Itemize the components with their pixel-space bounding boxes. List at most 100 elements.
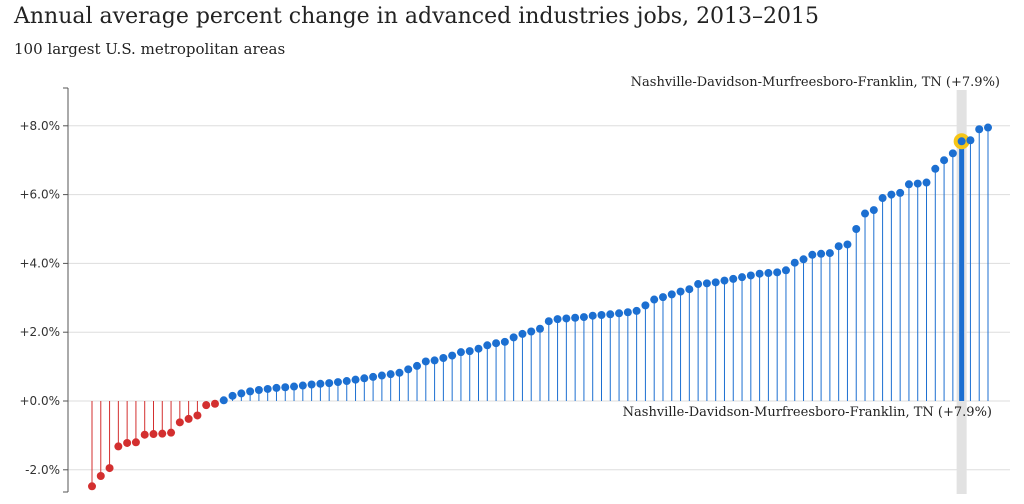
point: [738, 273, 747, 282]
point: [386, 370, 395, 379]
point: [158, 429, 167, 438]
point: [764, 269, 773, 278]
point: [562, 314, 571, 323]
point: [834, 242, 843, 251]
point: [966, 136, 975, 145]
point: [948, 149, 957, 158]
point: [483, 341, 492, 350]
point: [474, 344, 483, 353]
point: [615, 309, 624, 318]
point: [413, 361, 422, 370]
point: [632, 306, 641, 315]
point: [553, 315, 562, 324]
point: [210, 399, 219, 408]
points: [88, 123, 992, 491]
point: [650, 295, 659, 304]
point: [307, 380, 316, 389]
point: [290, 382, 299, 391]
y-axis: -2.0% +0.0% +2.0% +4.0% +6.0% +8.0%: [19, 87, 69, 493]
y-tick-label: +8.0%: [19, 119, 60, 133]
point: [281, 383, 290, 392]
point: [984, 123, 992, 132]
point: [395, 368, 404, 377]
point: [228, 391, 237, 400]
point: [456, 348, 465, 357]
point: [544, 317, 553, 326]
point: [272, 383, 281, 392]
point: [975, 125, 984, 134]
point: [325, 379, 334, 388]
point: [720, 276, 729, 285]
point: [202, 401, 211, 410]
point: [219, 396, 228, 405]
point: [193, 411, 202, 420]
point: [808, 250, 817, 259]
point: [896, 188, 905, 197]
point: [96, 471, 105, 480]
point: [579, 313, 588, 322]
highlight-label-bottom: Nashville-Davidson-Murfreesboro-Franklin…: [623, 405, 992, 420]
point: [773, 268, 782, 277]
point: [114, 442, 123, 451]
point: [571, 313, 580, 322]
point: [904, 180, 913, 189]
point: [518, 329, 527, 338]
point: [430, 356, 439, 365]
y-tick-label: +0.0%: [19, 394, 60, 408]
point: [369, 372, 378, 381]
point: [799, 255, 808, 264]
point: [360, 374, 369, 383]
gridlines: [68, 125, 1010, 471]
point: [922, 178, 931, 187]
point: [175, 418, 184, 427]
point: [131, 438, 140, 447]
point: [377, 371, 386, 380]
point: [404, 365, 413, 374]
point: [755, 269, 764, 278]
point: [597, 311, 606, 319]
point: [509, 333, 518, 342]
point: [676, 287, 685, 296]
point: [641, 301, 650, 310]
point: [527, 327, 536, 336]
point: [940, 156, 949, 165]
stems: [91, 127, 989, 487]
point: [465, 347, 474, 356]
point: [667, 290, 676, 299]
y-tick-label: +6.0%: [19, 188, 60, 202]
point: [316, 379, 325, 388]
point: [342, 377, 351, 386]
point: [781, 266, 790, 275]
point: [931, 164, 940, 173]
point: [843, 240, 852, 249]
point: [123, 438, 132, 447]
point: [852, 225, 861, 233]
point: [658, 293, 667, 302]
point: [298, 381, 307, 390]
point: [623, 308, 632, 317]
point: [88, 482, 96, 491]
point: [711, 278, 720, 287]
point: [167, 428, 176, 437]
point: [606, 310, 615, 319]
point: [184, 414, 193, 423]
point: [913, 179, 922, 188]
point: [536, 324, 544, 333]
point: [333, 378, 342, 387]
point: [140, 430, 149, 439]
point: [588, 311, 597, 320]
point: [246, 387, 255, 396]
point: [263, 384, 272, 393]
point: [746, 271, 755, 280]
point: [790, 258, 799, 267]
point: [702, 279, 711, 288]
chart-title: Annual average percent change in advance…: [14, 4, 820, 29]
point: [869, 206, 878, 215]
highlight-label-top: Nashville-Davidson-Murfreesboro-Franklin…: [631, 75, 1000, 90]
point: [237, 389, 246, 398]
point: [492, 339, 501, 348]
point: [500, 337, 509, 346]
point: [685, 285, 694, 294]
y-tick-label: -2.0%: [25, 463, 60, 477]
